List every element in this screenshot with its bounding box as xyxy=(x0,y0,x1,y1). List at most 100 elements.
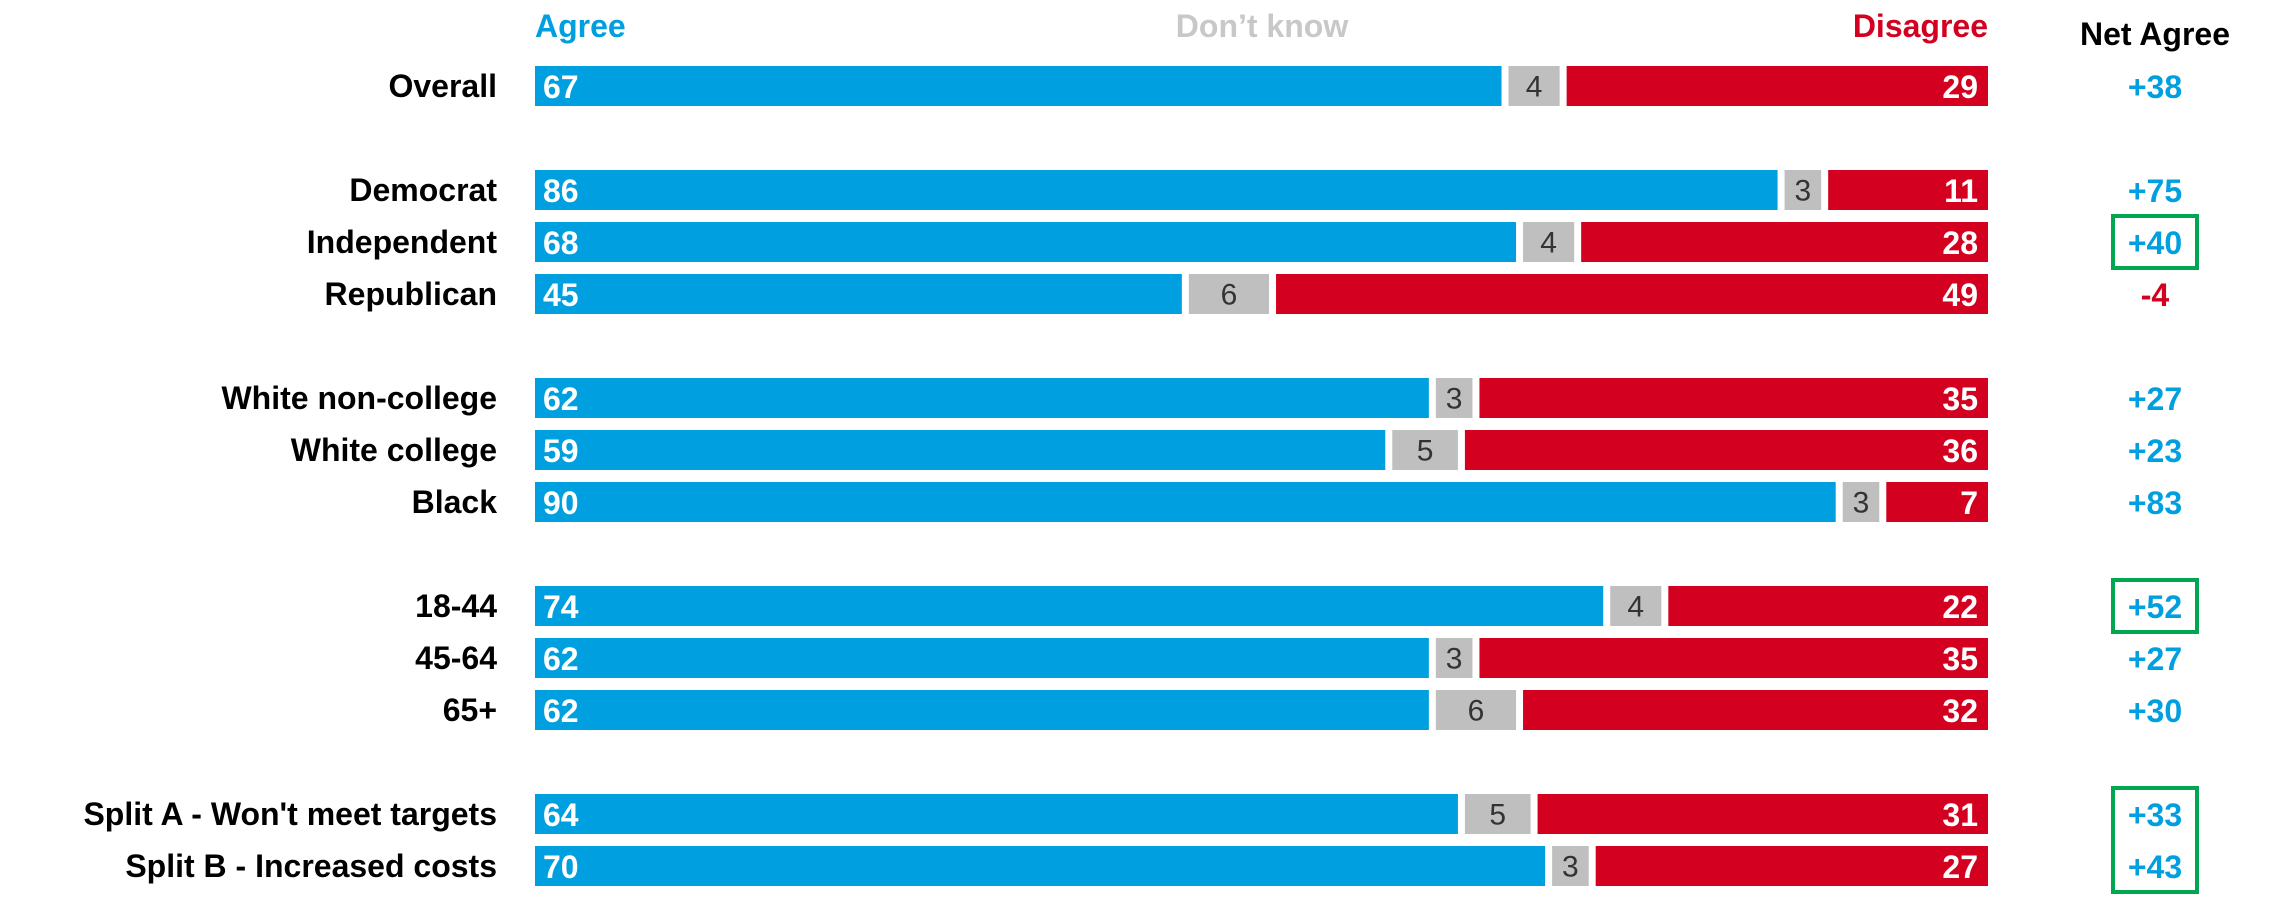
category-label: Split B - Increased costs xyxy=(125,848,497,884)
bar-segment xyxy=(1188,274,1270,314)
bar-segment xyxy=(1508,66,1560,106)
bar-segment xyxy=(535,482,1836,522)
net-agree-value: +23 xyxy=(2128,433,2182,469)
bar-segment xyxy=(1581,222,1988,262)
net-agree-value: +40 xyxy=(2128,225,2182,261)
value-label: 35 xyxy=(1942,641,1978,677)
net-agree-value: +30 xyxy=(2128,693,2182,729)
bar-segment xyxy=(535,690,1429,730)
value-label: 68 xyxy=(543,225,579,261)
value-label: 6 xyxy=(1468,695,1485,728)
bar-segment xyxy=(535,66,1502,106)
bar-segment xyxy=(1392,430,1458,470)
value-label: 45 xyxy=(543,277,579,313)
bar-segment xyxy=(535,170,1778,210)
value-label: 67 xyxy=(543,69,579,105)
value-label: 35 xyxy=(1942,381,1978,417)
category-label: White college xyxy=(291,432,497,468)
legend-dont-know: Don’t know xyxy=(1176,8,1349,44)
bar-segment xyxy=(1595,846,1988,886)
net-agree-value: -4 xyxy=(2141,277,2170,313)
category-label: Democrat xyxy=(349,172,497,208)
value-label: 3 xyxy=(1795,175,1812,208)
bar-segment xyxy=(1464,794,1531,834)
category-label: 18-44 xyxy=(415,588,497,624)
value-label: 62 xyxy=(543,641,579,677)
net-agree-value: +33 xyxy=(2128,797,2182,833)
value-label: 27 xyxy=(1942,849,1978,885)
value-label: 4 xyxy=(1540,227,1557,260)
value-label: 32 xyxy=(1942,693,1978,729)
bar-segment xyxy=(535,586,1604,626)
value-label: 3 xyxy=(1446,383,1463,416)
value-label: 7 xyxy=(1960,485,1978,521)
bar-segment xyxy=(1537,794,1988,834)
net-agree-header: Net Agree xyxy=(2080,16,2230,52)
value-label: 36 xyxy=(1942,433,1978,469)
net-agree-value: +27 xyxy=(2128,641,2182,677)
net-agree-value: +38 xyxy=(2128,69,2182,105)
value-label: 59 xyxy=(543,433,579,469)
bar-segment xyxy=(535,378,1429,418)
bar-segment xyxy=(1828,170,1988,210)
value-label: 74 xyxy=(543,589,579,625)
bar-segment xyxy=(1523,690,1988,730)
bar-segment xyxy=(1435,690,1517,730)
highlight-box xyxy=(2111,578,2199,634)
bar-segment xyxy=(1610,586,1662,626)
value-label: 49 xyxy=(1942,277,1978,313)
highlight-box xyxy=(2111,214,2199,270)
category-label: Independent xyxy=(307,224,498,260)
value-label: 22 xyxy=(1942,589,1978,625)
value-label: 3 xyxy=(1853,487,1870,520)
value-label: 62 xyxy=(543,693,579,729)
value-label: 62 xyxy=(543,381,579,417)
bar-segment xyxy=(1479,378,1988,418)
value-label: 29 xyxy=(1942,69,1978,105)
bar-segment xyxy=(535,794,1458,834)
bar-segment xyxy=(535,430,1386,470)
bar-segment xyxy=(1435,638,1473,678)
bar-segment xyxy=(535,846,1546,886)
bar-segment xyxy=(1784,170,1822,210)
category-label: Black xyxy=(412,484,498,520)
category-label: White non-college xyxy=(221,380,497,416)
value-label: 5 xyxy=(1417,435,1434,468)
value-label: 11 xyxy=(1944,173,1978,209)
net-agree-value: +83 xyxy=(2128,485,2182,521)
bar-segment xyxy=(1523,222,1575,262)
value-label: 70 xyxy=(543,849,579,885)
category-label: 65+ xyxy=(443,692,497,728)
category-label: Republican xyxy=(325,276,497,312)
category-label: Overall xyxy=(388,68,497,104)
value-label: 90 xyxy=(543,485,579,521)
bar-segment xyxy=(1842,482,1880,522)
bar-segment xyxy=(535,274,1182,314)
value-label: 4 xyxy=(1526,71,1543,104)
legend-disagree: Disagree xyxy=(1853,8,1988,44)
bar-segment xyxy=(1479,638,1988,678)
value-label: 5 xyxy=(1489,799,1506,832)
legend-agree: Agree xyxy=(535,8,626,44)
value-label: 28 xyxy=(1942,225,1978,261)
value-label: 3 xyxy=(1562,851,1579,884)
bar-segment xyxy=(1566,66,1988,106)
value-label: 31 xyxy=(1942,797,1978,833)
value-label: 64 xyxy=(543,797,579,833)
highlight-box xyxy=(2111,786,2199,894)
bar-segment xyxy=(1435,378,1473,418)
category-label: Split A - Won't meet targets xyxy=(83,796,497,832)
category-label: 45-64 xyxy=(415,640,497,676)
net-agree-value: +27 xyxy=(2128,381,2182,417)
bar-segment xyxy=(535,638,1429,678)
bar-segment xyxy=(1886,482,1988,522)
net-agree-value: +43 xyxy=(2128,849,2182,885)
net-agree-value: +75 xyxy=(2128,173,2182,209)
value-label: 6 xyxy=(1221,279,1238,312)
value-label: 86 xyxy=(543,173,579,209)
bar-segment xyxy=(1464,430,1988,470)
value-label: 4 xyxy=(1627,591,1644,624)
net-agree-value: +52 xyxy=(2128,589,2182,625)
value-label: 3 xyxy=(1446,643,1463,676)
